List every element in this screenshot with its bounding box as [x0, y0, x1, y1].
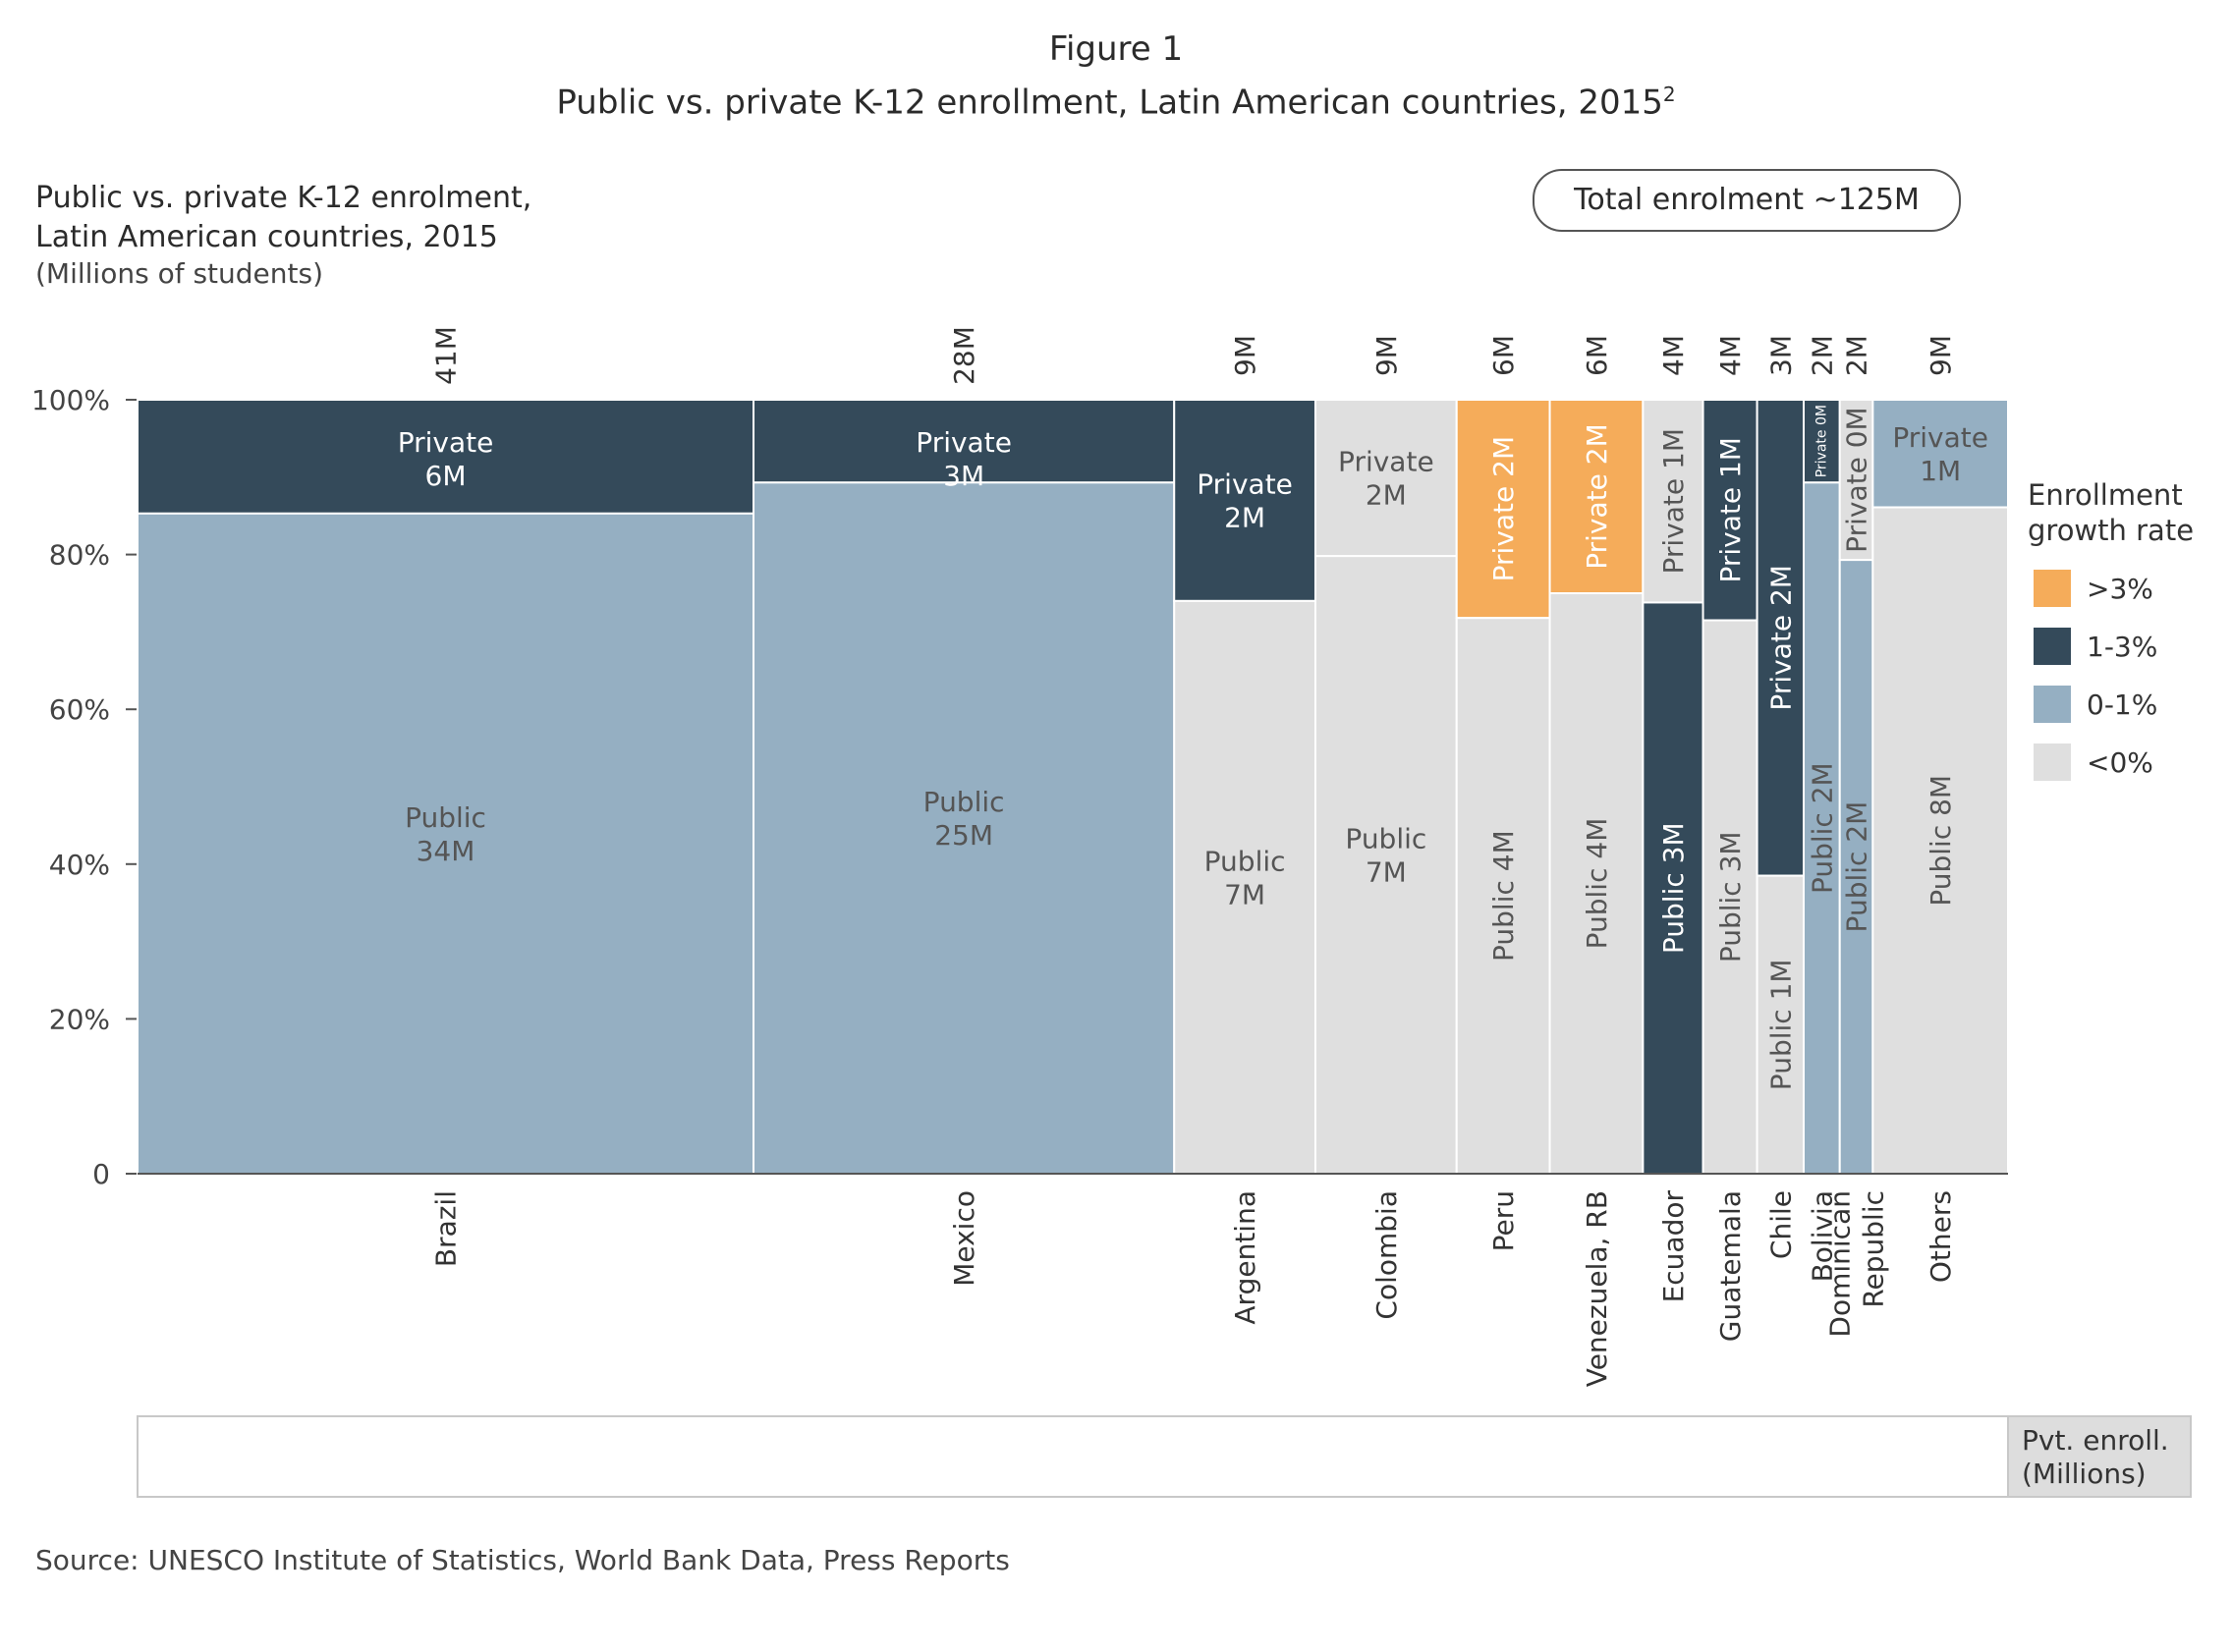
private-segment — [1838, 399, 1874, 562]
private-segment — [1173, 399, 1316, 602]
country-label: Bolivia — [1806, 1190, 1838, 1282]
y-tick-label: 60% — [49, 693, 110, 726]
column-total-label: 41M — [429, 326, 462, 385]
country-label: Brazil — [429, 1190, 462, 1267]
subtitle-line-2: Latin American countries, 2015 — [35, 220, 498, 254]
public-label: Public 3M — [1714, 831, 1747, 963]
country-label: Venezuela, RB — [1580, 1190, 1612, 1387]
country-label: Argentina — [1229, 1190, 1261, 1325]
private-label: Private 0M — [1814, 405, 1829, 477]
public-segment — [137, 512, 755, 1175]
public-segment — [1838, 559, 1874, 1175]
pvt-enroll-header-label: Pvt. enroll. (Millions) — [2022, 1424, 2169, 1490]
legend-label: 0-1% — [2087, 688, 2157, 721]
figure-title-footnote: 2 — [1662, 83, 1676, 106]
column-total-label: 9M — [1229, 335, 1261, 376]
subtitle-line-1: Public vs. private K-12 enrolment, — [35, 181, 532, 215]
column-total-label: 6M — [1487, 335, 1520, 376]
column-total-label: 3M — [1764, 335, 1797, 376]
figure-title: Public vs. private K-12 enrollment, Lati… — [0, 83, 2232, 122]
country-label: DominicanRepublic — [1823, 1190, 1889, 1338]
public-label: Public 7M — [1345, 822, 1426, 888]
legend-swatch — [2034, 570, 2071, 607]
legend-swatch — [2034, 743, 2071, 781]
private-label: Private 1M — [1656, 428, 1689, 575]
column-total-label: 9M — [1369, 335, 1402, 376]
private-segment — [1642, 399, 1704, 604]
units-label: (Millions of students) — [35, 257, 324, 290]
legend-title: Enrollment growth rate — [2028, 478, 2194, 547]
private-segment — [137, 399, 755, 515]
public-segment — [1173, 599, 1316, 1175]
country-label: Colombia — [1369, 1190, 1402, 1320]
legend-label: >3% — [2087, 573, 2153, 605]
y-tick-label: 100% — [31, 384, 110, 416]
chart-subtitle: Public vs. private K-12 enrolment, Latin… — [35, 179, 723, 257]
figure-title-text: Public vs. private K-12 enrollment, Lati… — [556, 83, 1663, 123]
public-label: Public 3M — [1656, 822, 1689, 954]
column-total-label: 6M — [1580, 335, 1612, 376]
public-segment — [1548, 592, 1645, 1175]
public-label: Public 2M — [1806, 762, 1838, 894]
country-label: Ecuador — [1656, 1190, 1689, 1303]
public-label: Public 1M — [1764, 959, 1797, 1090]
private-segment — [1313, 399, 1458, 558]
legend-label: 1-3% — [2087, 631, 2157, 663]
private-segment — [1702, 399, 1758, 622]
public-label: Public 34M — [405, 800, 486, 866]
column-total-label: 2M — [1840, 335, 1872, 376]
public-label: Public 7M — [1204, 845, 1286, 910]
public-segment — [1642, 601, 1704, 1175]
public-label: Public 4M — [1487, 830, 1520, 962]
private-label: Private 2M — [1487, 436, 1520, 582]
public-label: Public 2M — [1840, 801, 1872, 933]
pvt-enroll-row — [137, 1415, 2009, 1498]
column-total-label: 4M — [1714, 335, 1747, 376]
private-label: Private 0M — [1840, 407, 1872, 552]
country-label: Others — [1925, 1190, 1957, 1283]
private-segment — [1455, 399, 1551, 620]
figure-label: Figure 1 — [1048, 29, 1184, 69]
country-label: Guatemala — [1714, 1190, 1747, 1342]
private-label: Private 6M — [398, 426, 494, 492]
public-segment — [1871, 506, 2009, 1175]
private-label: Private 2M — [1764, 565, 1797, 711]
private-label: Private 2M — [1580, 423, 1612, 570]
private-label: Private 3M — [916, 426, 1012, 492]
legend-swatch — [2034, 686, 2071, 723]
legend-swatch — [2034, 628, 2071, 665]
public-segment — [1702, 619, 1758, 1175]
column-total-label: 9M — [1925, 335, 1957, 376]
private-label: Private 2M — [1338, 445, 1434, 511]
private-label: Private 1M — [1892, 420, 1988, 486]
country-label: Chile — [1764, 1190, 1797, 1259]
private-label: Private 1M — [1714, 437, 1747, 583]
y-tick-label: 20% — [49, 1003, 110, 1035]
column-total-label: 2M — [1806, 335, 1838, 376]
pvt-enroll-header-cell — [2007, 1415, 2192, 1498]
y-tick-label: 40% — [49, 848, 110, 880]
country-label: Mexico — [948, 1190, 980, 1287]
column-total-label: 28M — [948, 326, 980, 385]
private-segment — [753, 399, 1176, 484]
private-segment — [1548, 399, 1645, 594]
total-enrolment-badge: Total enrolment ~125M — [1533, 169, 1961, 232]
public-segment — [753, 481, 1176, 1176]
public-label: Public 25M — [923, 786, 1005, 852]
country-label: Peru — [1487, 1190, 1520, 1251]
y-tick-label: 0 — [92, 1158, 110, 1190]
legend-label: <0% — [2087, 746, 2153, 779]
public-label: Public 8M — [1925, 775, 1957, 907]
source-note: Source: UNESCO Institute of Statistics, … — [35, 1544, 1010, 1576]
private-label: Private 2M — [1197, 468, 1293, 533]
y-tick-label: 80% — [49, 538, 110, 571]
public-label: Public 4M — [1580, 818, 1612, 950]
column-total-label: 4M — [1656, 335, 1689, 376]
